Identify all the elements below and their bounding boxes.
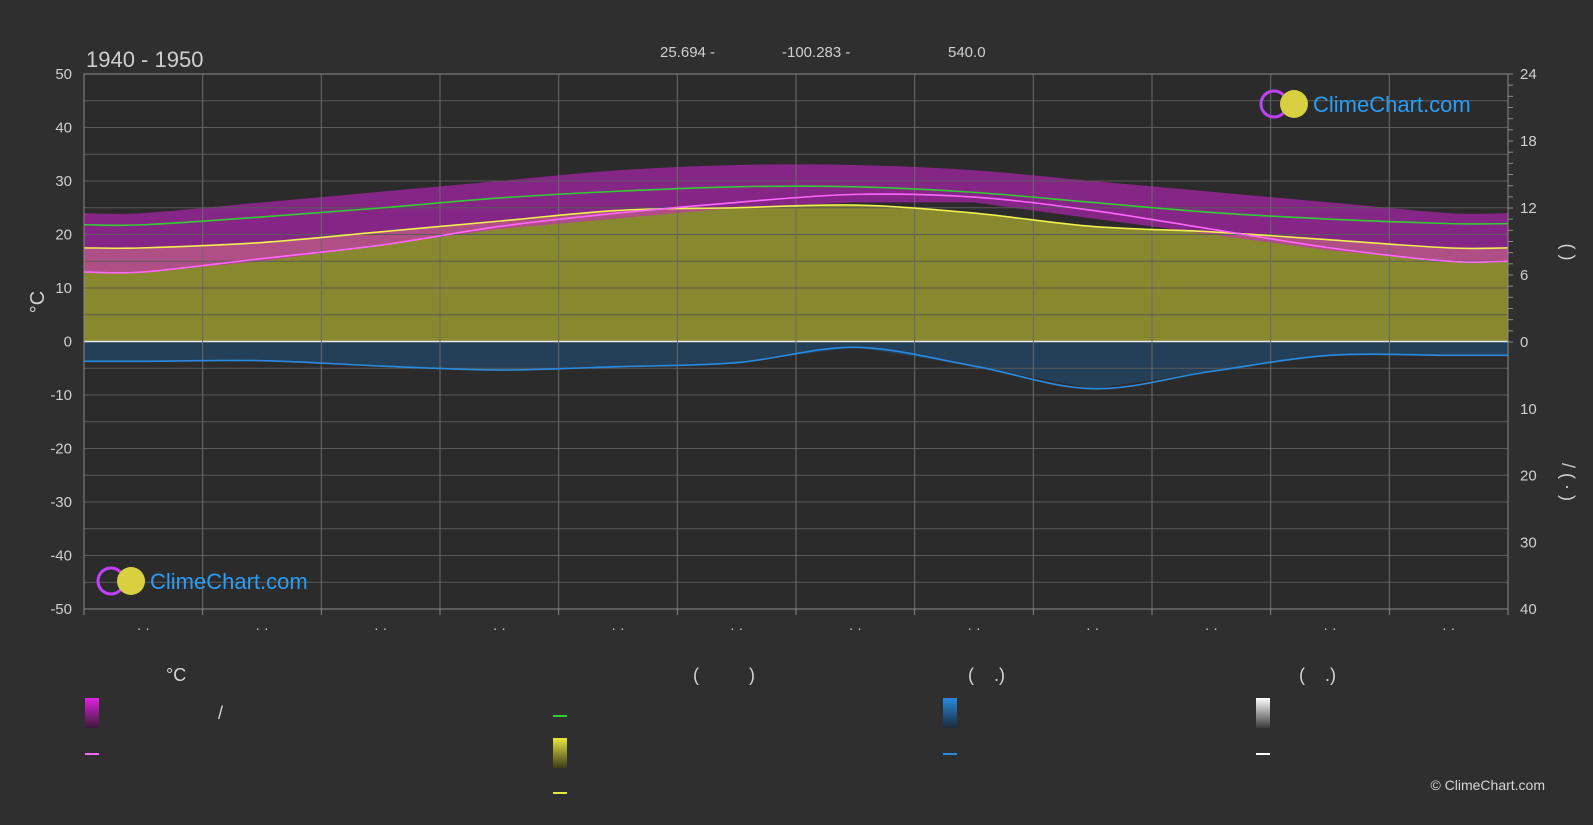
left-tick-label: 50 — [55, 66, 72, 83]
legend-swatch-snow-line — [1256, 753, 1270, 755]
legend-swatch-temp-line — [85, 753, 99, 755]
month-label: · · — [374, 620, 387, 636]
legend-head-sun: ( ) — [693, 665, 755, 685]
left-tick-label: 20 — [55, 227, 72, 244]
brand-name-top: ClimeChart.com — [1313, 92, 1471, 117]
right-tick-label-bottom: 30 — [1520, 534, 1537, 551]
logo-sun-icon — [1280, 90, 1308, 118]
brand-name-bottom: ClimeChart.com — [150, 569, 308, 594]
legend-swatch-temp-range — [85, 698, 99, 728]
right-tick-label-top: 12 — [1520, 200, 1537, 217]
left-tick-label: 30 — [55, 173, 72, 190]
left-tick-label: -10 — [50, 387, 72, 404]
right-tick-label-bottom: 20 — [1520, 468, 1537, 485]
month-label: · · — [967, 620, 980, 636]
period-title: 1940 - 1950 — [86, 47, 203, 72]
month-label: · · — [1086, 620, 1099, 636]
left-tick-label: -50 — [50, 601, 72, 618]
month-label: · · — [611, 620, 624, 636]
month-label: · · — [1205, 620, 1218, 636]
left-tick-label: -30 — [50, 494, 72, 511]
axes: 50 40 30 20 10 0 -10 -20 -30 -40 -50 24 18 12 6 0 10 20 30… — [50, 66, 1536, 636]
series-line-0 — [83, 185, 1509, 227]
series-line-1 — [83, 204, 1509, 250]
month-label: · · — [1442, 620, 1455, 636]
legend-swatch-sunshine-line — [553, 792, 567, 794]
left-tick-label: 10 — [55, 280, 72, 297]
logo-sun-icon — [117, 567, 145, 595]
copyright: © ClimeChart.com — [1430, 777, 1545, 793]
left-tick-label: -20 — [50, 441, 72, 458]
brand-logo-bottom: ClimeChart.com — [96, 566, 308, 596]
right-tick-label-top: 0 — [1520, 334, 1528, 351]
series-line-2 — [83, 193, 1509, 274]
right-tick-label-top: 18 — [1520, 133, 1537, 150]
legend-swatch-sunshine — [553, 738, 567, 768]
legend-swatch-daylight — [553, 715, 567, 717]
month-label: · · — [730, 620, 743, 636]
elevation-text: 540.0 — [948, 44, 986, 61]
left-tick-label: -40 — [50, 548, 72, 565]
month-label: · · — [137, 620, 150, 636]
grid — [83, 73, 1509, 610]
legend-head-snow: ( .) — [1299, 665, 1336, 685]
left-axis-label: °C — [27, 291, 49, 313]
longitude-text: -100.283 - — [782, 44, 850, 61]
right-axis-label-bottom: / ( · ) — [1558, 463, 1578, 501]
legend-swatch-rain — [943, 698, 957, 728]
series-lines — [83, 185, 1509, 390]
right-tick-label-bottom: 10 — [1520, 401, 1537, 418]
series-line-3 — [83, 346, 1508, 390]
legend-head-temperature: °C — [166, 665, 187, 685]
month-label: · · — [849, 620, 862, 636]
month-label: · · — [493, 620, 506, 636]
right-tick-label-top: 6 — [1520, 267, 1528, 284]
month-label: · · — [255, 620, 268, 636]
left-tick-label: 0 — [64, 334, 72, 351]
latitude-text: 25.694 - — [660, 44, 715, 61]
brand-logo-top: ClimeChart.com — [1259, 89, 1471, 119]
legend-text-temp-range: / — [218, 703, 224, 723]
right-tick-label-bottom: 40 — [1520, 601, 1537, 618]
legend-head-rain: ( .) — [968, 665, 1005, 685]
legend-swatch-rain-line — [943, 753, 957, 755]
month-label: · · — [1323, 620, 1336, 636]
legend-swatch-snow — [1256, 698, 1270, 728]
right-axis-label-top: ( ) — [1558, 244, 1578, 261]
left-tick-label: 40 — [55, 120, 72, 137]
right-tick-label-top: 24 — [1520, 66, 1537, 83]
